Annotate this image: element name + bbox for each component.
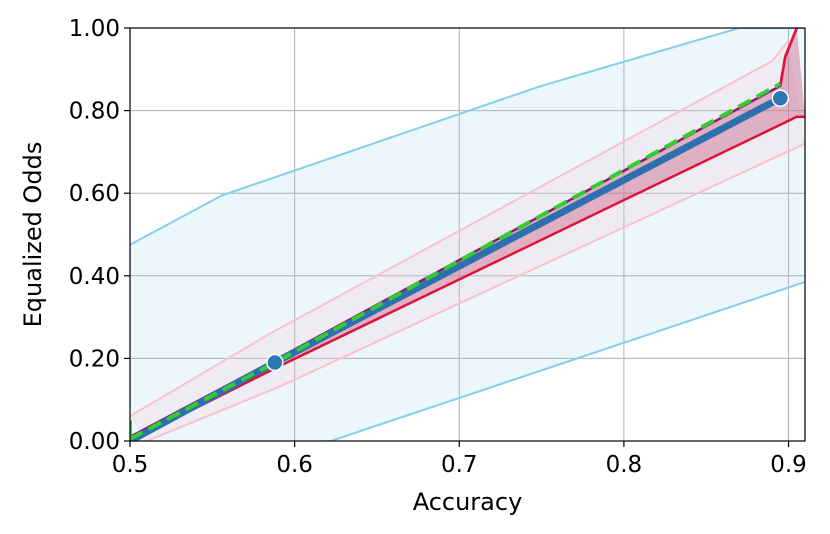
y-tick-label-3: 0.60 <box>69 181 120 207</box>
data-point-1 <box>771 89 790 107</box>
outer-band-lower-edge <box>306 281 805 441</box>
outer-band-upper-edge <box>130 28 805 246</box>
pink-band-lower-edge <box>146 142 805 441</box>
x-tick-label-3: 0.8 <box>606 452 643 478</box>
plot-background <box>130 28 805 441</box>
y-tick-label-1: 0.20 <box>69 346 120 372</box>
plot-content <box>130 28 805 441</box>
x-axis-label: Accuracy <box>413 488 523 516</box>
y-tick-label-2: 0.40 <box>69 264 120 290</box>
inner-band-right-edge <box>779 28 798 87</box>
x-tick-label-0: 0.5 <box>112 452 149 478</box>
pink-band-upper-edge <box>130 39 790 418</box>
series-dashed-line <box>130 82 782 441</box>
x-tick-label-4: 0.9 <box>770 452 807 478</box>
y-tick-label-5: 1.00 <box>69 16 120 42</box>
x-tick-label-2: 0.7 <box>441 452 478 478</box>
data-point-0 <box>266 353 284 372</box>
axis-ticks: 0.5 0.6 0.7 0.8 0.9 0.00 0.20 0.40 0.60 0.80 1.00 <box>69 16 807 478</box>
y-tick-label-0: 0.00 <box>69 429 120 455</box>
plot-frame <box>129 27 806 442</box>
pink-band-fill <box>130 40 805 441</box>
y-tick-label-4: 0.80 <box>69 99 120 125</box>
x-tick-label-1: 0.6 <box>276 452 313 478</box>
y-axis-label: Equalized Odds <box>19 142 47 328</box>
